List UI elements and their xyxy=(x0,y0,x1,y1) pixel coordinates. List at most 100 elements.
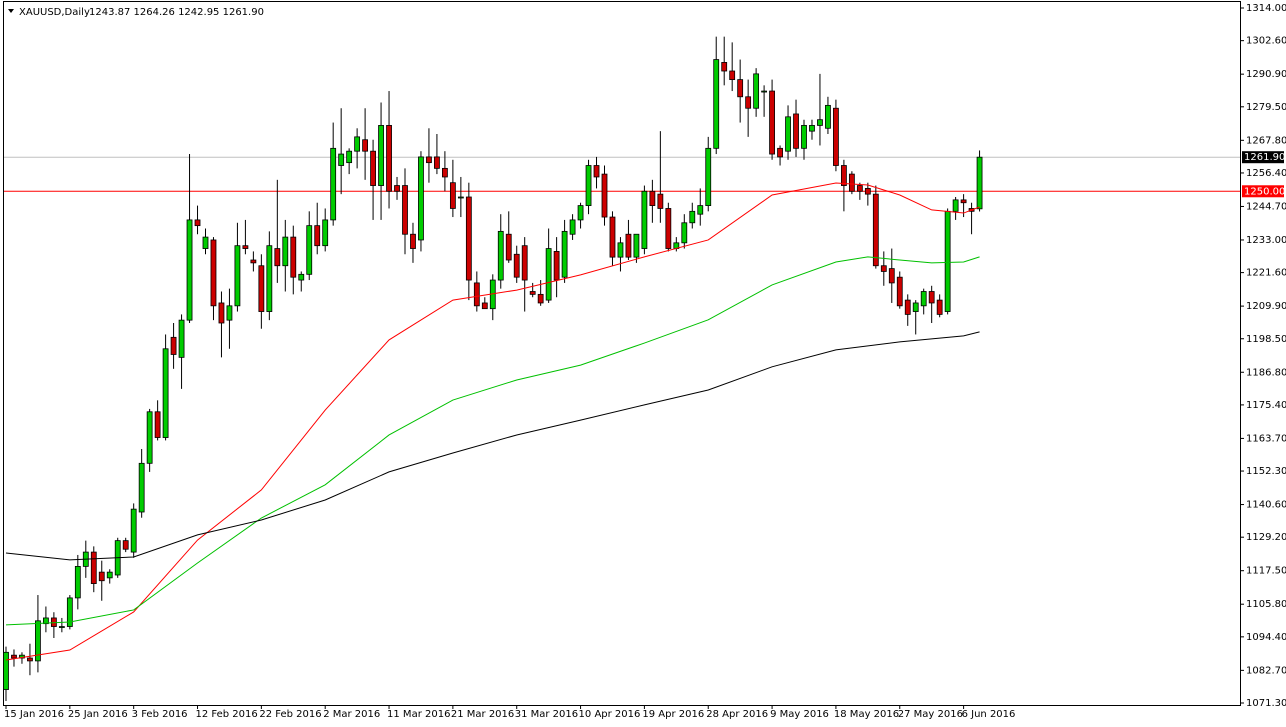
candle-body xyxy=(537,293,544,304)
candle-body xyxy=(218,302,225,324)
x-tick-label: 2 Mar 2016 xyxy=(323,709,380,720)
candle-body xyxy=(418,156,424,241)
candle-body xyxy=(888,268,895,284)
candle-body xyxy=(697,205,704,215)
candle-body xyxy=(162,348,169,438)
candle-body xyxy=(609,216,616,258)
candle-body xyxy=(593,165,600,178)
candle-body xyxy=(35,620,41,662)
ohlc-info: 1243.87 1264.26 1242.95 1261.90 xyxy=(89,7,264,18)
chart-title: XAUUSD,Daily xyxy=(19,7,90,18)
candle-body xyxy=(426,156,432,164)
candle-body xyxy=(952,199,959,212)
candle-body xyxy=(769,90,775,155)
candle-body xyxy=(896,276,903,307)
candle-body xyxy=(402,185,408,235)
x-tick-label: 11 Mar 2016 xyxy=(387,709,450,720)
candle-body xyxy=(186,219,193,321)
candle-body xyxy=(793,113,799,149)
candle-body xyxy=(976,156,983,210)
candle-body xyxy=(617,242,624,258)
candle-body xyxy=(785,116,791,152)
candle-body xyxy=(154,411,161,438)
x-tick-label: 6 Jun 2016 xyxy=(962,709,1016,720)
moving-average xyxy=(5,256,980,626)
candle-body xyxy=(561,230,568,278)
candle-body xyxy=(737,79,744,98)
candle-body xyxy=(386,125,392,192)
candle-body xyxy=(274,248,281,267)
candle-body xyxy=(513,253,520,278)
candle-body xyxy=(314,225,321,247)
candle-body xyxy=(306,225,313,275)
x-tick-label: 3 Feb 2016 xyxy=(132,709,188,720)
candle-body xyxy=(258,265,265,312)
candle-body xyxy=(713,59,720,149)
candle-body xyxy=(378,125,384,186)
candle-body xyxy=(601,173,608,218)
x-tick-label: 19 Apr 2016 xyxy=(642,709,704,720)
candle-body xyxy=(912,302,919,312)
y-tick-label: 1221.60 xyxy=(1246,268,1286,279)
candle-body xyxy=(745,96,752,109)
candle-body xyxy=(657,193,664,209)
y-tick-label: 1071.30 xyxy=(1246,698,1286,709)
candle-body xyxy=(545,248,552,301)
candle-body xyxy=(178,319,185,358)
y-tick-label: 1209.90 xyxy=(1246,301,1286,312)
candle-body xyxy=(641,190,648,249)
y-tick-label: 1152.30 xyxy=(1246,466,1286,477)
x-tick-label: 10 Apr 2016 xyxy=(579,709,641,720)
candle-body xyxy=(298,273,305,281)
candle-body xyxy=(106,571,113,579)
candle-body xyxy=(801,125,807,149)
candle-body xyxy=(457,196,464,199)
candle-body xyxy=(497,230,504,281)
candle-body xyxy=(266,245,273,312)
candle-body xyxy=(410,233,416,249)
candle-body xyxy=(809,125,815,132)
candle-body xyxy=(841,165,847,186)
candle-body xyxy=(322,219,329,247)
x-tick-label: 22 Feb 2016 xyxy=(259,709,321,720)
candle-body xyxy=(856,185,863,192)
y-tick-label: 1302.60 xyxy=(1246,36,1286,47)
candle-body xyxy=(864,188,871,195)
y-tick-label: 1163.70 xyxy=(1246,433,1286,444)
candle-body xyxy=(817,119,823,126)
y-tick-label: 1279.50 xyxy=(1246,102,1286,113)
x-tick-label: 15 Jan 2016 xyxy=(4,709,64,720)
candle-body xyxy=(944,210,951,312)
candle-body xyxy=(665,208,672,249)
candle-body xyxy=(833,107,839,166)
candle-body xyxy=(202,236,209,249)
candle-body xyxy=(43,617,49,625)
candle-body xyxy=(920,291,927,307)
x-tick-label: 21 Mar 2016 xyxy=(451,709,514,720)
candle-body xyxy=(585,165,592,206)
candle-body xyxy=(370,150,376,186)
candle-body xyxy=(936,299,943,315)
candle-body xyxy=(633,233,640,258)
y-tick-label: 1256.40 xyxy=(1246,168,1286,179)
y-tick-label: 1267.80 xyxy=(1246,135,1286,146)
candle-body xyxy=(880,265,887,272)
candle-body xyxy=(338,153,345,166)
price-label: 1261.90 xyxy=(1244,152,1285,163)
y-tick-label: 1186.80 xyxy=(1246,367,1286,378)
candle-body xyxy=(441,167,448,178)
candle-body xyxy=(729,70,736,81)
candle-body xyxy=(777,147,783,158)
candle-body xyxy=(872,193,879,267)
price-label-box xyxy=(1242,185,1284,198)
price-label: 1250.00 xyxy=(1244,186,1285,197)
x-tick-label: 25 Jan 2016 xyxy=(68,709,128,720)
y-tick-label: 1105.80 xyxy=(1246,599,1286,610)
x-tick-label: 27 May 2016 xyxy=(898,709,963,720)
candle-body xyxy=(960,199,967,204)
y-tick-label: 1117.50 xyxy=(1246,566,1286,577)
candle-body xyxy=(529,291,536,295)
y-tick-label: 1198.50 xyxy=(1246,334,1286,345)
candle-body xyxy=(58,626,65,628)
candle-body xyxy=(904,299,911,315)
